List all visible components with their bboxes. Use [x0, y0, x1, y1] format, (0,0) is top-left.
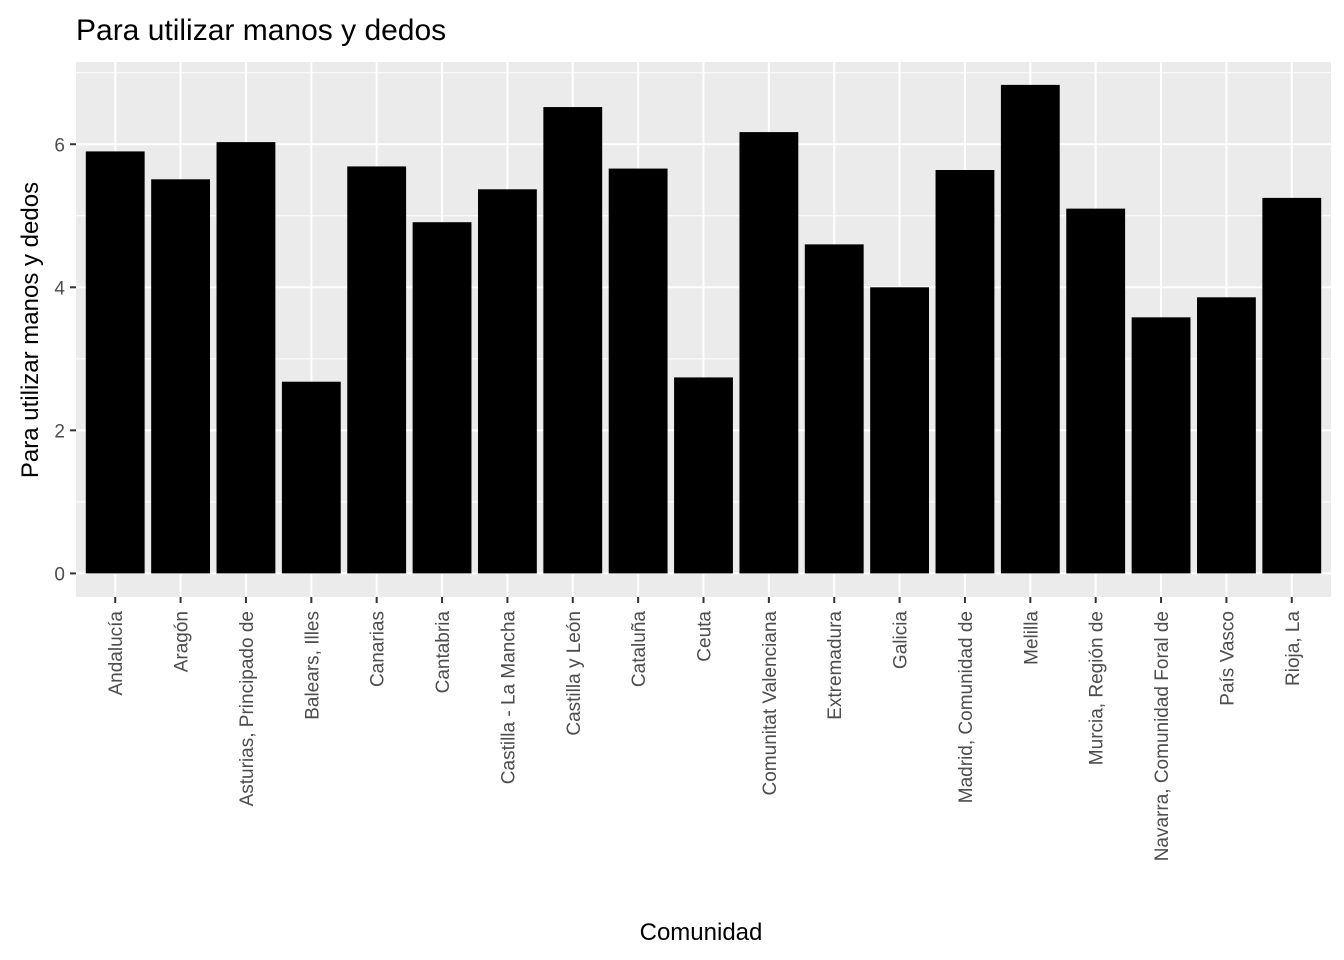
- x-tick-label: Melilla: [1021, 611, 1042, 665]
- bar: [85, 151, 145, 574]
- bar: [1131, 317, 1191, 574]
- x-tick-label: Cataluña: [629, 611, 650, 687]
- bar: [347, 166, 407, 574]
- x-axis: Andalucía Aragón Asturias, Principado de Ba…: [106, 597, 1304, 861]
- bar: [1262, 197, 1322, 574]
- bar: [216, 142, 276, 574]
- bars: [85, 84, 1322, 574]
- y-tick-label: 0: [54, 564, 65, 585]
- x-tick-label: Castilla y León: [564, 611, 585, 736]
- x-tick-label: Canarias: [368, 611, 389, 687]
- x-tick-label: Navarra, Comunidad Foral de: [1152, 611, 1173, 861]
- x-tick-label: Galicia: [891, 611, 912, 670]
- bar: [477, 189, 537, 574]
- x-tick-label: Ceuta: [695, 611, 716, 662]
- x-axis-title: Comunidad: [640, 919, 763, 946]
- bar: [151, 179, 210, 574]
- y-tick-label: 6: [54, 135, 65, 156]
- x-tick-label: Comunitat Valenciana: [760, 611, 781, 796]
- bar: [739, 132, 799, 574]
- chart-title: Para utilizar manos y dedos: [76, 14, 446, 47]
- bar: [412, 222, 472, 574]
- x-tick-label: Cantabria: [433, 611, 454, 694]
- bar: [543, 107, 603, 574]
- bar: [935, 170, 995, 574]
- bar: [1197, 297, 1256, 574]
- bar: [870, 287, 930, 574]
- x-tick-label: Andalucía: [106, 611, 127, 696]
- bar: [281, 381, 341, 574]
- y-tick-label: 4: [54, 278, 65, 299]
- bar: [608, 168, 668, 574]
- bar: [674, 377, 733, 574]
- x-tick-label: Rioja, La: [1283, 611, 1304, 686]
- x-tick-label: Asturias, Principado de: [237, 611, 258, 806]
- x-tick-label: Castilla - La Mancha: [498, 611, 519, 785]
- bar: [1066, 208, 1126, 574]
- x-tick-label: Balears, Illes: [302, 611, 323, 720]
- y-axis: 0 2 4 6: [54, 135, 76, 585]
- x-tick-label: Murcia, Región de: [1087, 611, 1108, 765]
- y-axis-title: Para utilizar manos y dedos: [17, 182, 44, 478]
- x-tick-label: Madrid, Comunidad de: [956, 611, 977, 803]
- x-tick-label: Aragón: [172, 611, 193, 672]
- x-tick-label: País Vasco: [1217, 611, 1238, 706]
- bar: [804, 244, 864, 574]
- y-tick-label: 2: [54, 421, 65, 442]
- bar: [1000, 84, 1060, 574]
- x-tick-label: Extremadura: [825, 611, 846, 720]
